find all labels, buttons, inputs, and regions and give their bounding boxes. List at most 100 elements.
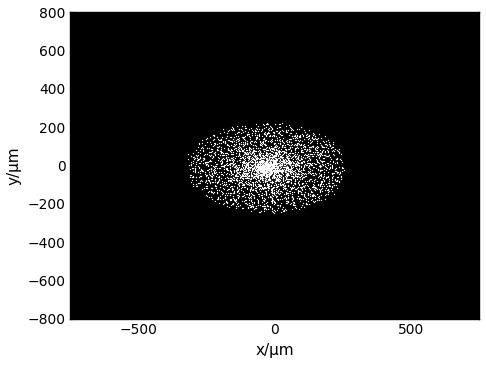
Point (257, 152, 264, 158)
Point (268, 198, 276, 204)
Point (260, 167, 267, 173)
Point (291, 172, 299, 177)
Point (224, 167, 231, 173)
Point (198, 140, 206, 146)
Point (244, 173, 252, 179)
Point (262, 173, 270, 179)
Point (246, 188, 254, 194)
Point (242, 161, 249, 166)
Point (288, 194, 296, 200)
Point (258, 163, 266, 169)
Point (308, 145, 315, 150)
Point (271, 169, 278, 174)
Point (250, 165, 258, 170)
Point (233, 188, 241, 194)
Point (273, 175, 280, 181)
Point (272, 159, 279, 165)
Point (292, 205, 300, 211)
Point (285, 176, 293, 181)
Point (251, 179, 259, 185)
Point (241, 184, 249, 189)
Point (260, 165, 268, 170)
Point (221, 182, 229, 188)
Point (220, 152, 228, 158)
Point (268, 175, 276, 181)
Point (279, 158, 287, 164)
Point (283, 164, 291, 170)
Point (250, 168, 258, 174)
Point (303, 182, 311, 188)
Point (243, 170, 251, 176)
Point (291, 177, 298, 183)
Point (245, 146, 253, 152)
Point (251, 151, 259, 157)
Point (267, 162, 275, 168)
Point (257, 182, 265, 188)
Point (267, 157, 275, 163)
Point (322, 187, 330, 193)
Point (228, 127, 236, 133)
Point (227, 124, 235, 130)
Point (282, 165, 290, 171)
Point (210, 142, 218, 148)
Point (257, 168, 265, 174)
Point (203, 135, 210, 141)
Point (270, 173, 278, 179)
Point (286, 162, 294, 168)
Point (245, 147, 253, 153)
Point (192, 177, 200, 183)
Point (229, 157, 237, 162)
Point (230, 190, 238, 196)
Point (267, 194, 275, 200)
Point (253, 167, 260, 173)
Point (251, 157, 259, 162)
Point (294, 190, 302, 196)
Point (223, 187, 231, 193)
Point (325, 174, 332, 180)
Point (314, 181, 322, 187)
Point (280, 208, 288, 214)
Point (252, 176, 260, 181)
Point (272, 169, 280, 175)
Point (315, 131, 323, 137)
Point (304, 160, 312, 166)
Point (275, 177, 282, 183)
Point (256, 163, 264, 169)
Point (270, 164, 278, 170)
Point (257, 155, 265, 161)
Point (276, 177, 284, 183)
Point (267, 182, 275, 188)
Point (238, 193, 246, 199)
Point (266, 162, 274, 168)
Point (258, 184, 266, 190)
Point (288, 177, 295, 182)
Point (241, 158, 248, 164)
Point (209, 163, 217, 169)
Point (187, 172, 195, 178)
Point (204, 167, 212, 173)
Point (230, 146, 238, 151)
Point (259, 166, 266, 172)
Point (296, 198, 304, 204)
Point (260, 179, 267, 185)
Point (231, 172, 239, 178)
Point (317, 179, 325, 185)
Point (264, 187, 272, 193)
Point (245, 186, 253, 192)
Point (326, 183, 334, 189)
Point (198, 167, 206, 173)
Point (198, 173, 206, 179)
Point (285, 160, 293, 166)
Point (243, 177, 251, 182)
Point (282, 153, 290, 158)
Point (185, 162, 193, 168)
Point (248, 138, 256, 144)
Point (234, 129, 242, 135)
Point (233, 170, 241, 176)
Point (280, 166, 288, 172)
Point (269, 152, 277, 158)
Point (284, 142, 292, 147)
Point (266, 161, 274, 167)
Point (292, 186, 300, 192)
Point (292, 173, 299, 179)
